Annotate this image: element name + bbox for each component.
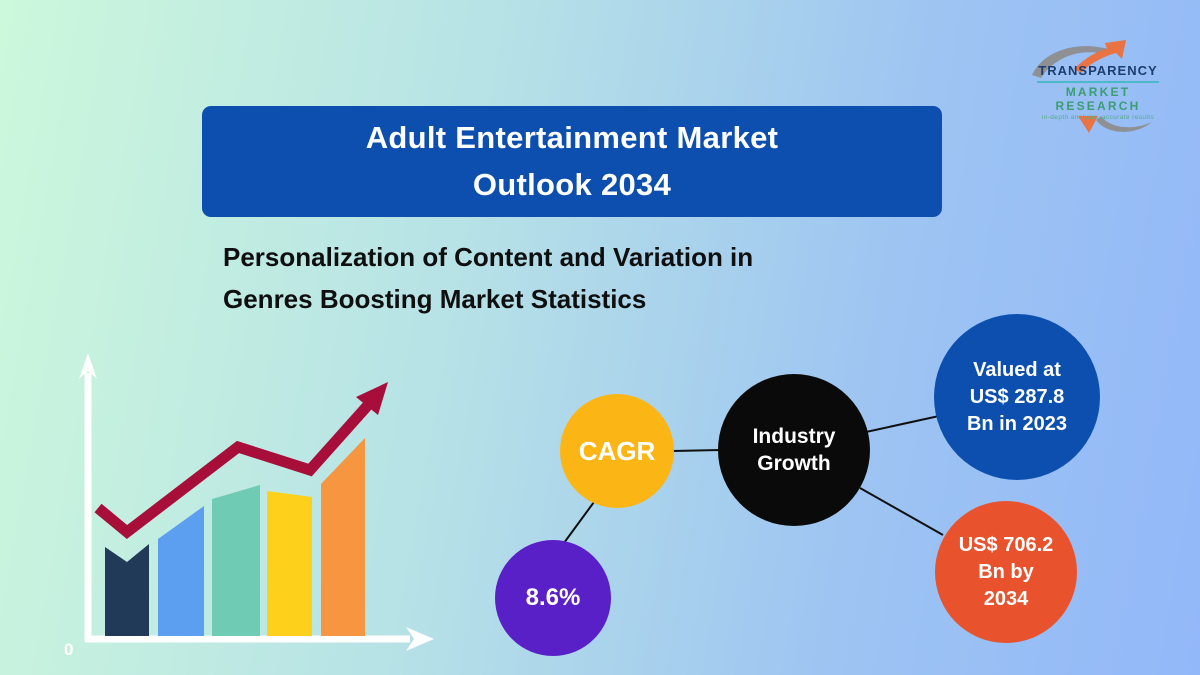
title-line-1: Adult Entertainment Market (365, 120, 779, 155)
logo-name-line-2: MARKET RESEARCH (1055, 84, 1141, 113)
x-axis-arrowhead (406, 627, 434, 651)
subtitle-line-2: Genres Boosting Market Statistics (223, 283, 647, 314)
bar-3 (212, 485, 260, 636)
logo-text: TRANSPARENCY MARKET RESEARCH in-depth an… (1028, 63, 1168, 121)
subtitle-line-1: Personalization of Content and Variation… (223, 242, 754, 272)
logo-name-line-1: TRANSPARENCY (1038, 63, 1158, 78)
node-industry-line-1: Industry (752, 424, 836, 448)
node-valuation-line-2: US$ 287.8 (969, 385, 1065, 408)
tmr-logo: TRANSPARENCY MARKET RESEARCH in-depth an… (1028, 38, 1168, 133)
connector-cagr-industry (672, 449, 721, 452)
node-valuation-2023: Valued at US$ 287.8 Bn in 2023 (934, 314, 1100, 480)
node-industry-line-2: Growth (757, 452, 831, 475)
bar-5 (321, 438, 365, 636)
node-cagr-value-label: 8.6% (525, 584, 581, 611)
node-valuation-line-3: Bn in 2023 (966, 412, 1068, 435)
growth-chart-illustration: 0 (64, 353, 434, 659)
title-line-2: Outlook 2034 (472, 166, 672, 202)
connector-cagr-value (560, 501, 595, 548)
node-forecast-line-1: US$ 706.2 (958, 533, 1054, 556)
bar-1 (105, 544, 149, 636)
title-banner: Adult Entertainment Market Outlook 2034 (202, 106, 942, 217)
node-cagr-value: 8.6% (495, 540, 611, 656)
logo-tagline: in-depth analysis, accurate results (1041, 114, 1155, 122)
connector-industry-valued (865, 415, 940, 433)
y-axis-arrowhead (79, 353, 97, 379)
connector-industry-forecast (859, 487, 944, 536)
node-forecast-2034: US$ 706.2 Bn by 2034 (935, 501, 1077, 643)
trend-line (94, 400, 374, 540)
node-valuation-line-1: Valued at (973, 358, 1061, 381)
logo-arrow-icon (1032, 40, 1152, 133)
logo-divider (1037, 80, 1159, 83)
node-forecast-line-2: Bn by (978, 560, 1034, 583)
node-industry-growth: Industry Growth (718, 374, 870, 526)
bar-2 (158, 506, 204, 636)
trend-arrowhead (356, 382, 388, 415)
node-forecast-line-3: 2034 (983, 587, 1029, 610)
node-cagr-label: CAGR (578, 435, 656, 466)
subtitle: Personalization of Content and Variation… (223, 237, 883, 320)
node-cagr: CAGR (560, 394, 674, 508)
origin-label: 0 (64, 640, 73, 659)
bar-4 (267, 491, 312, 636)
